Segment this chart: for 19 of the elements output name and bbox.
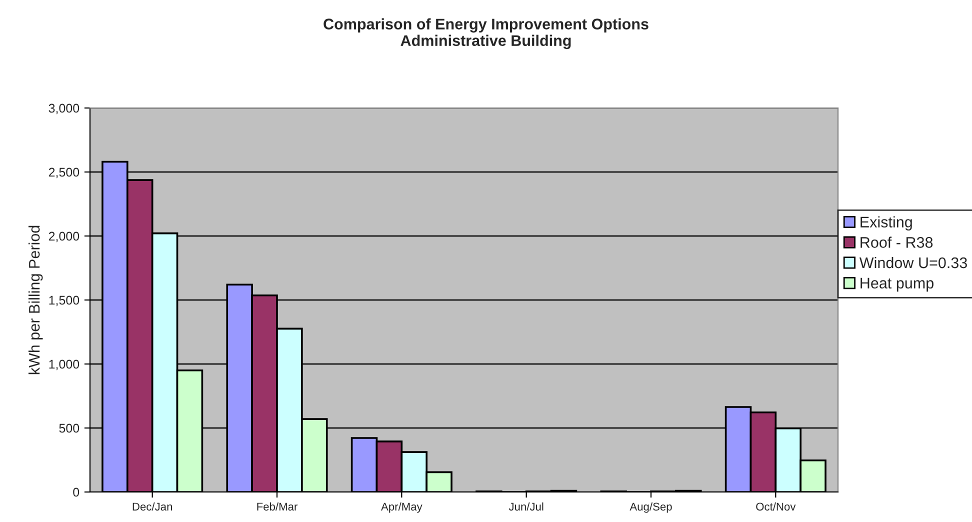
x-tick-label: Aug/Sep — [630, 502, 672, 513]
y-tick-label: 1,500 — [49, 296, 80, 306]
y-tick-label: 1,000 — [49, 360, 80, 370]
y-tick-label: 0 — [73, 488, 80, 497]
y-tick-label: 2,000 — [48, 232, 80, 242]
y-axis-title: kWh per Billing Period — [28, 226, 43, 374]
legend-label: Heat pump — [860, 278, 934, 292]
legend-label: Roof - R38 — [860, 236, 933, 248]
x-tick-label: Feb/Mar — [257, 502, 298, 511]
legend-label: Window U=0.33 — [859, 256, 967, 268]
y-tick-label: 3,000 — [48, 104, 80, 114]
x-tick-label: Dec/Jan — [132, 502, 172, 511]
y-tick-label: 2,500 — [48, 168, 80, 178]
chart-title: Comparison of Energy Improvement Options Administrative Building — [324, 18, 648, 50]
legend-label: Existing — [860, 216, 912, 231]
x-tick-label: Apr/May — [381, 502, 422, 513]
y-tick-label: 500 — [59, 424, 80, 433]
x-tick-label: Oct/Nov — [756, 502, 796, 511]
x-tick-label: Jun/Jul — [508, 502, 544, 511]
